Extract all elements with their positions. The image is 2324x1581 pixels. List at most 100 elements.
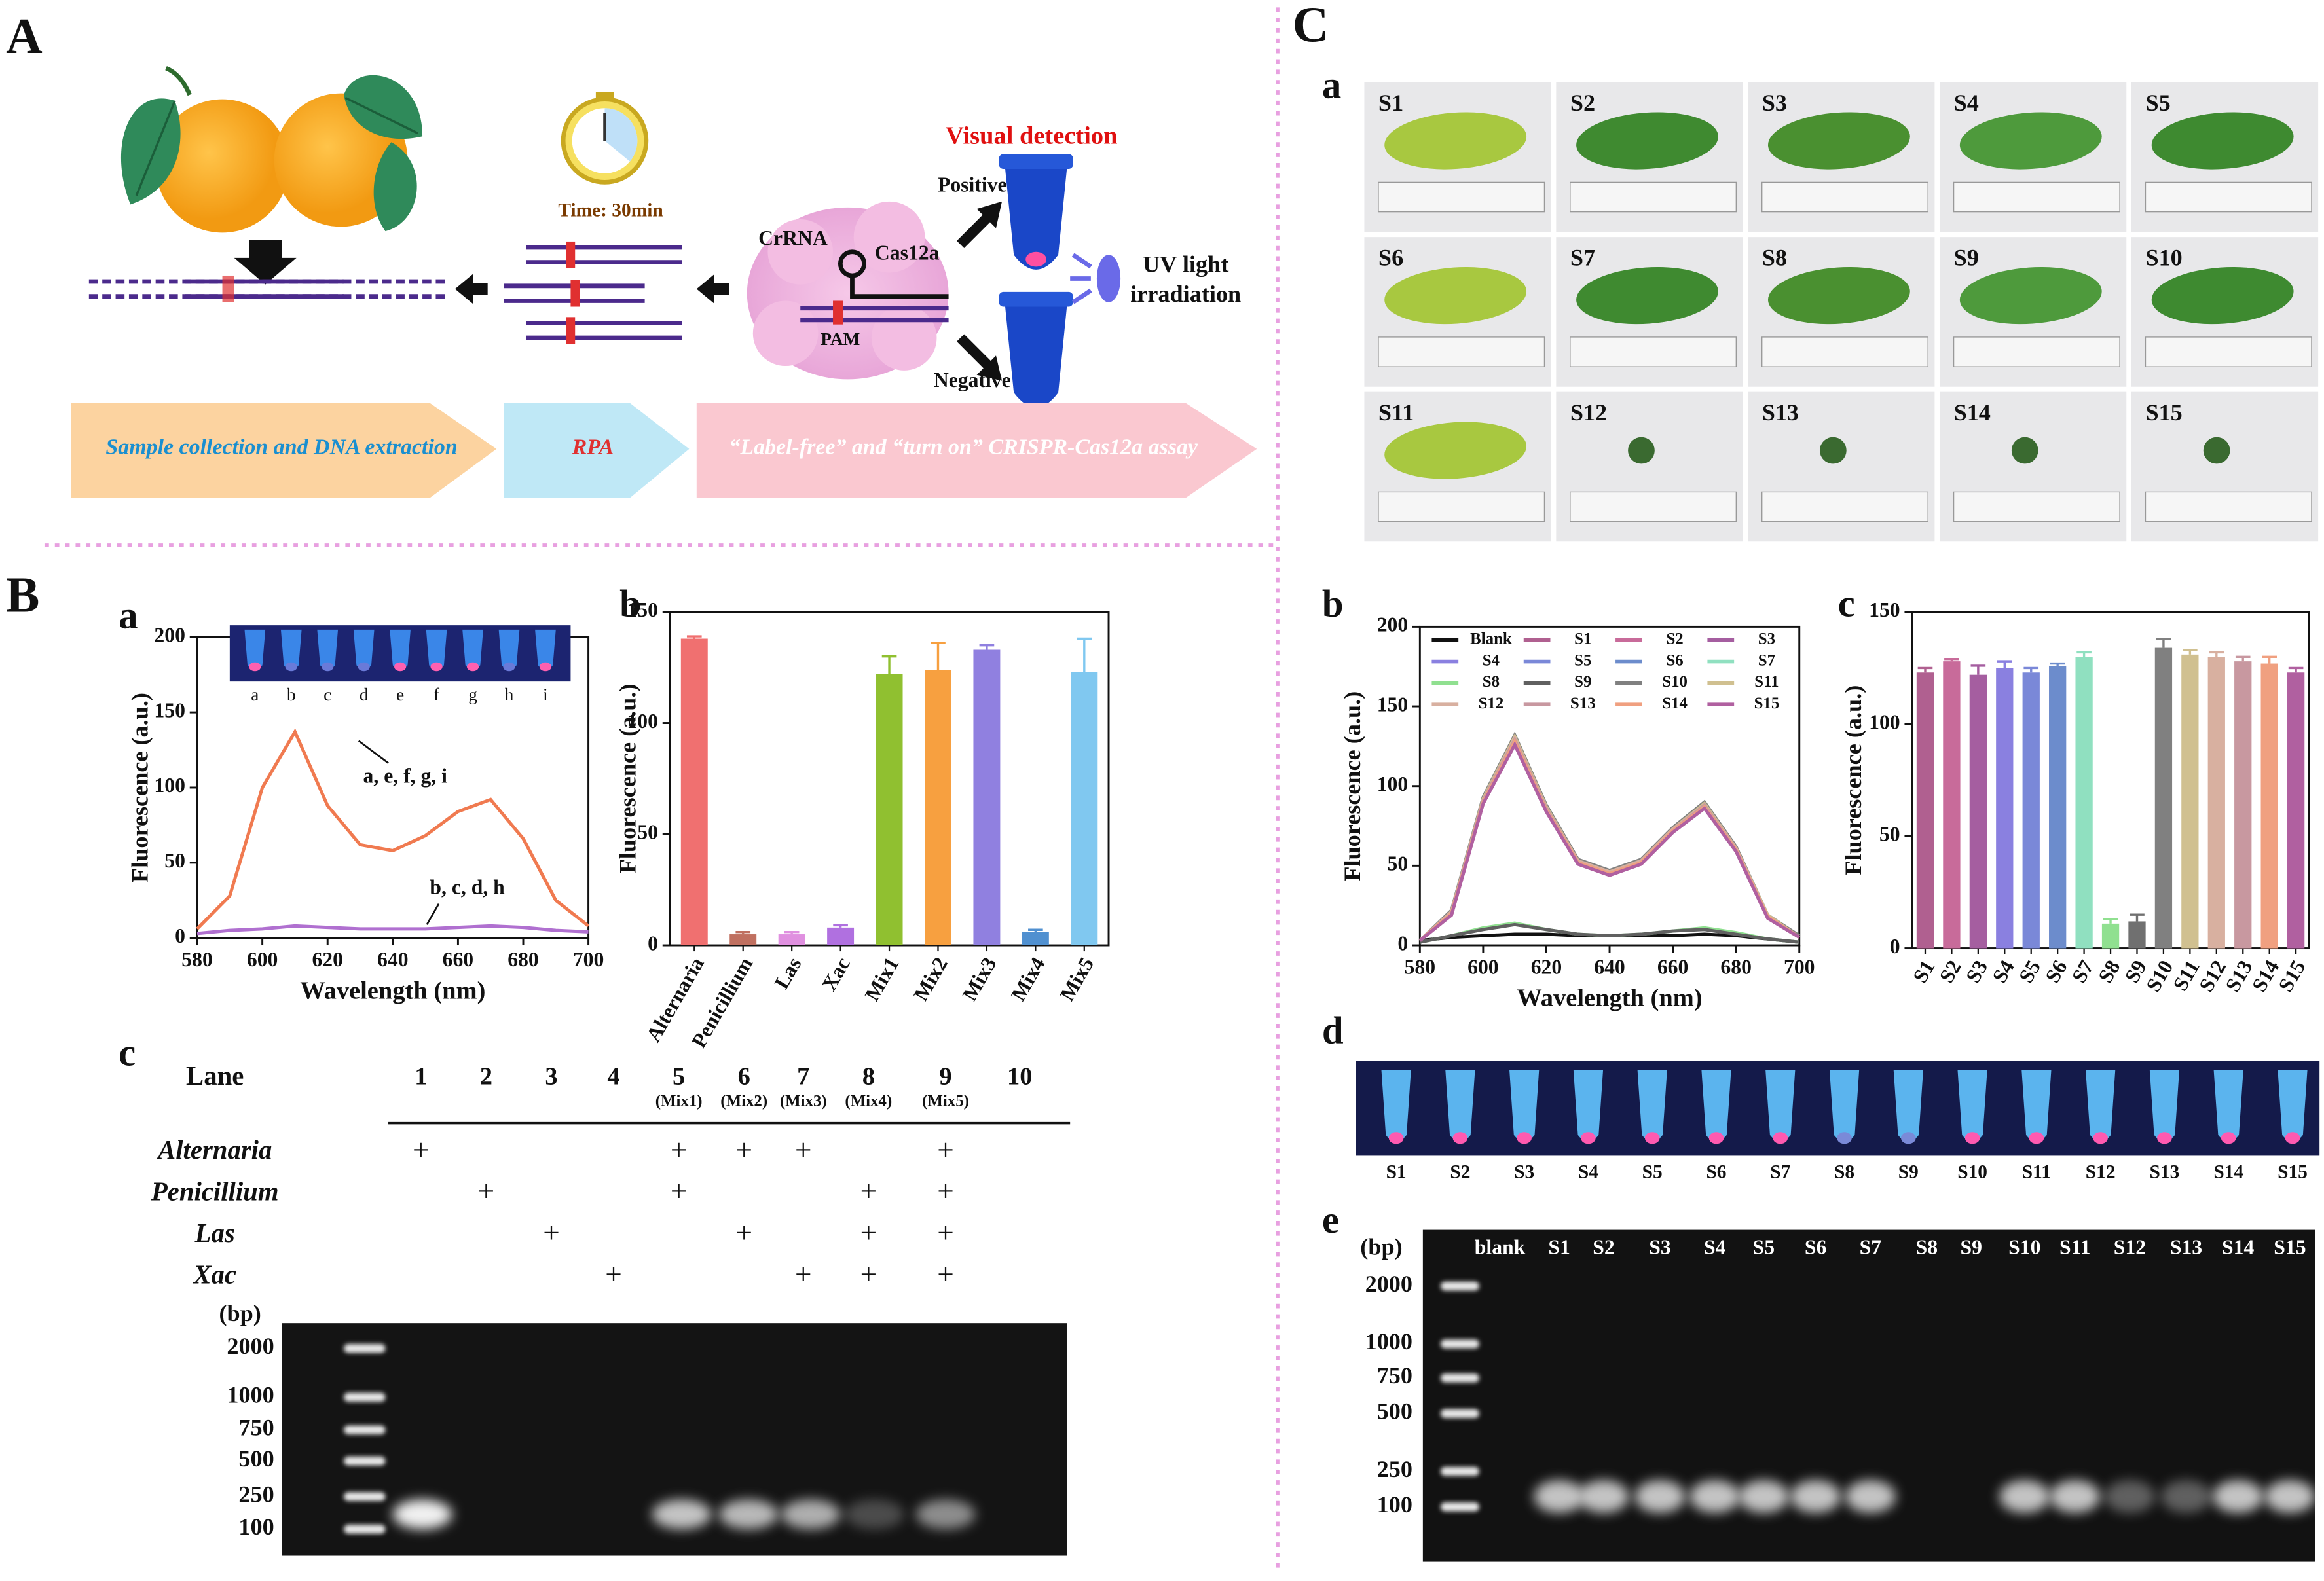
plus-mark: + [671,1175,688,1208]
tube-label: S3 [1514,1161,1534,1182]
bar [2049,665,2067,949]
label: Cas12a [875,242,940,264]
lane-label: S5 [1753,1235,1775,1258]
label: “Label-free” and “turn on” CRISPR-Cas12a… [729,435,1198,460]
inset-label: a [251,685,259,704]
tube-tip [503,662,515,672]
x-tick-label: S8 [2093,956,2124,987]
leaf [1384,266,1527,325]
panel-label: C [1293,0,1329,52]
sample-label: S2 [1570,90,1595,116]
lane-number: 1 [415,1063,427,1091]
tube-tip [2029,1132,2044,1144]
tube-label: S6 [1706,1161,1726,1182]
mix-label: (Mix5) [922,1093,969,1110]
x-tick-label: S6 [2041,956,2072,987]
y-tick-label: 100 [154,774,185,797]
x-tick-label: 660 [1657,956,1689,979]
tube-tip [1517,1132,1532,1144]
gel-band [1689,1480,1741,1513]
ruler [1761,181,1928,213]
legend-label: S2 [1666,630,1683,647]
series-line [1418,741,1801,942]
sub-label: b [619,582,641,625]
x-tick-label: S3 [1961,956,1992,987]
sample-label: S10 [2145,245,2182,271]
leaf [1576,112,1718,170]
plot-frame [196,636,590,939]
plus-mark: + [860,1175,877,1208]
series-line [1419,922,1799,944]
sub-label: e [1322,1199,1339,1241]
ladder-band [344,1524,386,1534]
tube [1957,1070,1987,1142]
y-tick-label: 0 [1397,932,1408,954]
label: CrRNA [758,227,828,249]
mix-label: (Mix1) [655,1093,703,1110]
table-header: Lane [186,1061,244,1091]
mix-label: (Mix2) [720,1093,767,1110]
ladder-label: 250 [238,1481,274,1507]
bar [2128,921,2146,949]
fruit [2011,437,2038,464]
row-label: Alternaria [156,1135,272,1165]
gel-band [1738,1480,1789,1513]
ladder-label: 1000 [1365,1328,1412,1354]
legend-label: S8 [1483,673,1500,691]
row-label: Xac [192,1260,236,1289]
tube-label: S15 [2278,1161,2308,1182]
fruit [1819,437,1847,464]
x-tick-label: 680 [507,948,539,971]
ladder-label: 2000 [227,1333,274,1359]
ruler [2145,181,2312,213]
gel-band [2161,1480,2211,1513]
sample-label: S3 [1762,90,1787,116]
tube-tip [2221,1132,2236,1144]
plus-mark: + [478,1175,495,1208]
plus-mark: + [860,1216,877,1249]
series-line [1418,733,1801,942]
y-tick-label: 50 [164,849,185,872]
label: Sample collection and DNA extraction [105,435,457,460]
bar [2207,657,2225,949]
plus-mark: + [413,1133,430,1166]
y-axis-label: Fluorescence (a.u.) [1840,685,1866,875]
plus-mark: + [735,1216,752,1249]
series-line [1418,736,1801,942]
gel-band [1634,1480,1686,1513]
gel-band [1790,1480,1841,1513]
bar [729,934,757,946]
tube-tip [466,662,479,672]
label: Time: 30min [558,200,663,221]
legend-label: S11 [1754,673,1779,691]
panel-label: B [6,566,39,623]
y-tick-label: 100 [1869,710,1900,733]
x-tick-label: 640 [1594,956,1625,979]
lane-label: blank [1475,1235,1526,1258]
tube [1829,1070,1860,1142]
lane-label: S4 [1704,1235,1726,1258]
ruler [2145,336,2312,367]
tube-label: S8 [1834,1161,1854,1182]
x-tick-label: S1 [1908,956,1939,987]
tube [1765,1070,1796,1142]
tube-label: S14 [2213,1161,2243,1182]
gel-band [2264,1480,2315,1513]
lane-label: S9 [1961,1235,1982,1258]
bar [2234,661,2252,949]
tube-tip [322,662,334,672]
ladder-band [1441,1409,1479,1419]
ladder-label: 500 [238,1445,274,1472]
lane-number: 3 [545,1063,557,1091]
x-tick-label: S4 [1988,956,2019,987]
y-tick-label: 0 [648,932,658,954]
x-tick-label: 580 [181,948,213,971]
row-label: Penicillium [151,1177,279,1207]
tube-tip [1644,1132,1660,1144]
lane-label: S7 [1860,1235,1882,1258]
bar [680,638,708,946]
legend-label: S10 [1662,673,1688,691]
x-tick-label: Las [770,953,806,992]
y-tick-label: 0 [1890,935,1900,958]
